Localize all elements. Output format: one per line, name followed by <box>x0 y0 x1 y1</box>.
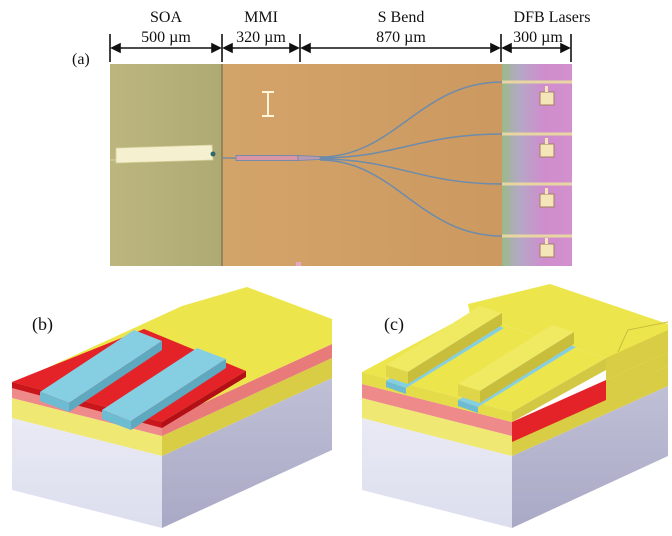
laser-region <box>502 64 572 266</box>
s-bend-4 <box>319 159 503 237</box>
panel-b: (b) <box>12 287 332 528</box>
s-bend-1 <box>319 81 503 158</box>
yellow-layer-front <box>12 398 162 456</box>
section-length-soa: 500 µm <box>141 29 191 46</box>
panel-c-label: (c) <box>384 314 404 335</box>
section-name-dfb: DFB Lasers <box>514 9 591 26</box>
s-bend-3 <box>319 158 503 185</box>
red-layer-side <box>512 380 606 442</box>
marker <box>296 262 301 266</box>
laser-pad <box>539 243 555 258</box>
panel-a-label: (a) <box>72 51 90 68</box>
section-name-mmi: MMI <box>244 9 278 26</box>
section-name-soa: SOA <box>150 9 182 26</box>
substrate-front <box>12 418 162 528</box>
active-region-side <box>162 371 246 428</box>
soa-region <box>110 64 222 266</box>
laser-pad <box>539 193 555 208</box>
chip-micrograph <box>110 64 572 266</box>
defect <box>210 151 216 157</box>
cyan-stripe-1 <box>40 330 162 403</box>
dfb-lasers <box>502 80 572 258</box>
active-region-top <box>12 329 246 422</box>
mmi-taper <box>297 155 321 161</box>
section-name-sbend: S Bend <box>378 9 425 26</box>
ridge-1 <box>386 306 502 372</box>
scale-mark <box>262 91 274 117</box>
yellow-layer-front <box>362 398 512 456</box>
cyan-stripe-2 <box>102 348 226 421</box>
yellow-layer-side <box>512 366 668 456</box>
yellow-layer-side <box>162 358 332 456</box>
s-bend-2 <box>319 133 503 159</box>
laser-pad <box>539 143 555 158</box>
s-bends <box>319 81 503 237</box>
panel-b-label: (b) <box>32 314 53 335</box>
substrate-side <box>512 386 668 528</box>
section-length-sbend: 870 µm <box>376 29 426 46</box>
dimension-bars <box>109 34 572 62</box>
pink-layer-front <box>362 384 512 436</box>
panel-a: (a) SOA 500 µm MMI 320 µm S Bend 870 µm … <box>72 9 590 266</box>
panel-c: (c) <box>362 284 669 528</box>
laser-pad <box>539 91 555 106</box>
pink-layer-side <box>162 344 332 436</box>
substrate-front <box>362 418 512 528</box>
soa-waveguide <box>115 144 214 164</box>
section-length-dfb: 300 µm <box>513 29 563 46</box>
mmi <box>235 155 299 161</box>
substrate-side <box>162 378 332 528</box>
ridge-2 <box>458 325 574 391</box>
section-length-mmi: 320 µm <box>236 29 286 46</box>
passive-region <box>222 64 502 266</box>
